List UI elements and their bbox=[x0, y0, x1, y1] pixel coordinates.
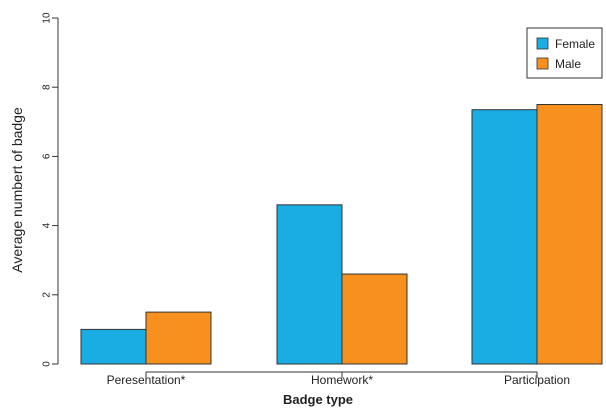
y-axis: 0 2 4 6 8 10 bbox=[42, 12, 59, 367]
legend-swatch-male bbox=[536, 57, 549, 70]
x-axis: Peresentation* Homework* Participation bbox=[107, 371, 570, 387]
legend-label-male: Male bbox=[555, 57, 581, 71]
bar-male-3 bbox=[536, 104, 603, 365]
legend-label-female: Female bbox=[555, 37, 595, 51]
y-tick-label: 10 bbox=[42, 12, 53, 24]
bar-female-3 bbox=[471, 109, 538, 365]
y-tick-label: 8 bbox=[42, 84, 53, 90]
bar-male-2 bbox=[341, 273, 408, 365]
y-axis-title: Average numbert of badge bbox=[9, 107, 25, 273]
x-tick-label: Peresentation* bbox=[107, 373, 186, 387]
y-tick-label: 0 bbox=[42, 361, 53, 367]
y-tick-label: 6 bbox=[42, 153, 53, 159]
x-tick-label: Homework* bbox=[311, 373, 373, 387]
legend: Female Male bbox=[526, 27, 603, 79]
bars bbox=[80, 104, 603, 365]
bar-female-1 bbox=[80, 328, 147, 365]
legend-frame bbox=[526, 27, 603, 79]
bar-male-1 bbox=[145, 311, 212, 365]
y-tick-label: 2 bbox=[42, 292, 53, 298]
x-axis-title: Badge type bbox=[283, 392, 353, 407]
legend-swatch-female bbox=[536, 37, 549, 50]
y-tick-label: 4 bbox=[42, 222, 53, 228]
x-tick-label: Participation bbox=[504, 373, 570, 387]
bar-female-2 bbox=[276, 204, 343, 365]
